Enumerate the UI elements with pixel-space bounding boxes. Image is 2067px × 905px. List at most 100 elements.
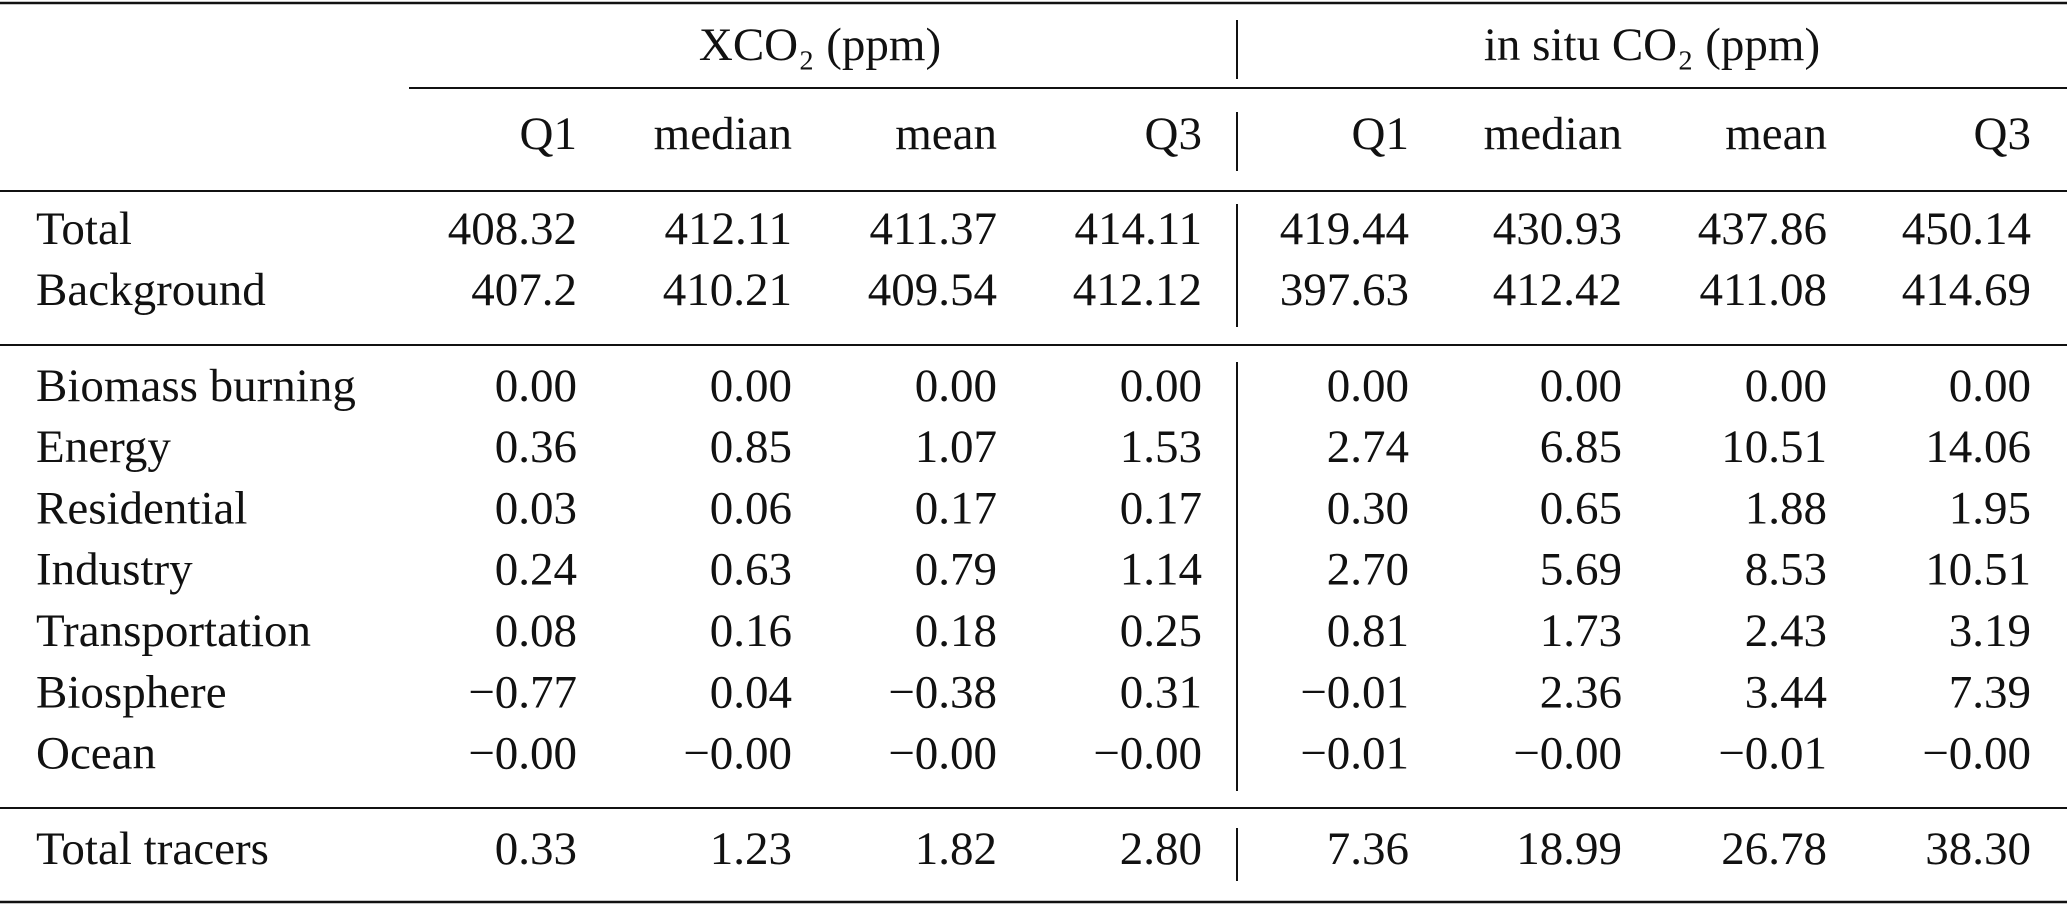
cell: 0.00 bbox=[495, 360, 577, 412]
cell: 0.63 bbox=[710, 544, 792, 596]
cell: 0.16 bbox=[710, 605, 792, 657]
column-header: mean bbox=[895, 108, 997, 160]
cell: 0.24 bbox=[495, 544, 577, 596]
cell: 412.12 bbox=[1073, 264, 1202, 316]
cell: 2.74 bbox=[1327, 421, 1409, 473]
cell: 437.86 bbox=[1698, 203, 1827, 255]
cell: 2.80 bbox=[1120, 823, 1202, 875]
row-label: Energy bbox=[36, 421, 171, 473]
cell: 0.25 bbox=[1120, 605, 1202, 657]
cell: 0.08 bbox=[495, 605, 577, 657]
cell: 414.11 bbox=[1074, 203, 1202, 255]
cell: −0.00 bbox=[1922, 728, 2031, 780]
cell: −0.38 bbox=[888, 666, 997, 718]
cell: 2.70 bbox=[1327, 544, 1409, 596]
cell: 18.99 bbox=[1516, 823, 1622, 875]
column-header: Q1 bbox=[520, 108, 577, 160]
cell: −0.00 bbox=[888, 728, 997, 780]
row-label: Residential bbox=[36, 482, 247, 534]
cell: 0.00 bbox=[915, 360, 997, 412]
cell: 0.31 bbox=[1120, 666, 1202, 718]
cell: 412.11 bbox=[664, 203, 792, 255]
row-label: Total tracers bbox=[36, 823, 269, 875]
cell: 0.33 bbox=[495, 823, 577, 875]
row-label: Biomass burning bbox=[36, 360, 356, 412]
cell: 1.88 bbox=[1745, 482, 1827, 534]
row-label: Background bbox=[36, 264, 266, 316]
cell: 419.44 bbox=[1280, 203, 1409, 255]
cell: 0.30 bbox=[1327, 482, 1409, 534]
cell: 408.32 bbox=[448, 203, 577, 255]
cell: 1.53 bbox=[1120, 421, 1202, 473]
cell: 26.78 bbox=[1721, 823, 1827, 875]
cell: 0.65 bbox=[1540, 482, 1622, 534]
cell: 5.69 bbox=[1540, 544, 1622, 596]
cell: 0.17 bbox=[915, 482, 997, 534]
cell: 7.39 bbox=[1949, 666, 2031, 718]
column-header: mean bbox=[1725, 108, 1827, 160]
cell: 0.17 bbox=[1120, 482, 1202, 534]
cell: 0.81 bbox=[1327, 605, 1409, 657]
cell: 2.43 bbox=[1745, 605, 1827, 657]
cell: 430.93 bbox=[1493, 203, 1622, 255]
cell: −0.00 bbox=[1093, 728, 1202, 780]
cell: 10.51 bbox=[1721, 421, 1827, 473]
cell: 411.08 bbox=[1699, 264, 1827, 316]
cell: 412.42 bbox=[1493, 264, 1622, 316]
cell: 0.85 bbox=[710, 421, 792, 473]
cell: −0.77 bbox=[468, 666, 577, 718]
cell: 410.21 bbox=[663, 264, 792, 316]
cell: 14.06 bbox=[1925, 421, 2031, 473]
cell: 0.04 bbox=[710, 666, 792, 718]
cell: 6.85 bbox=[1540, 421, 1622, 473]
cell: 7.36 bbox=[1327, 823, 1409, 875]
cell: 409.54 bbox=[868, 264, 997, 316]
row-label: Transportation bbox=[36, 605, 311, 657]
cell: −0.00 bbox=[1513, 728, 1622, 780]
cell: 1.07 bbox=[915, 421, 997, 473]
group-header: in situ CO₂ (ppm) bbox=[1484, 19, 1820, 71]
cell: 10.51 bbox=[1925, 544, 2031, 596]
cell: −0.01 bbox=[1300, 666, 1409, 718]
column-header: median bbox=[1484, 108, 1622, 160]
cell: 0.00 bbox=[1120, 360, 1202, 412]
cell: 1.14 bbox=[1120, 544, 1202, 596]
cell: 3.19 bbox=[1949, 605, 2031, 657]
cell: 0.00 bbox=[1745, 360, 1827, 412]
cell: −0.01 bbox=[1718, 728, 1827, 780]
cell: 450.14 bbox=[1902, 203, 2031, 255]
row-label: Industry bbox=[36, 544, 193, 596]
cell: 0.36 bbox=[495, 421, 577, 473]
cell: 8.53 bbox=[1745, 544, 1827, 596]
cell: 0.00 bbox=[1949, 360, 2031, 412]
cell: 0.00 bbox=[1540, 360, 1622, 412]
column-header: Q1 bbox=[1352, 108, 1409, 160]
row-label: Ocean bbox=[36, 728, 156, 780]
column-header: median bbox=[654, 108, 792, 160]
cell: 0.00 bbox=[710, 360, 792, 412]
cell: −0.01 bbox=[1300, 728, 1409, 780]
cell: 1.82 bbox=[915, 823, 997, 875]
cell: 0.03 bbox=[495, 482, 577, 534]
cell: 1.23 bbox=[710, 823, 792, 875]
cell: 414.69 bbox=[1902, 264, 2031, 316]
cell: 0.79 bbox=[915, 544, 997, 596]
column-header: Q3 bbox=[1145, 108, 1202, 160]
cell: 411.37 bbox=[869, 203, 997, 255]
cell: −0.00 bbox=[468, 728, 577, 780]
cell: 2.36 bbox=[1540, 666, 1622, 718]
cell: 0.06 bbox=[710, 482, 792, 534]
cell: 0.18 bbox=[915, 605, 997, 657]
cell: 3.44 bbox=[1745, 666, 1827, 718]
cell: 0.00 bbox=[1327, 360, 1409, 412]
group-header: XCO₂ (ppm) bbox=[699, 19, 941, 71]
cell: 407.2 bbox=[471, 264, 577, 316]
row-label: Biosphere bbox=[36, 666, 227, 718]
row-label: Total bbox=[36, 203, 132, 255]
cell: 38.30 bbox=[1925, 823, 2031, 875]
cell: 1.73 bbox=[1540, 605, 1622, 657]
cell: 1.95 bbox=[1949, 482, 2031, 534]
column-header: Q3 bbox=[1974, 108, 2031, 160]
cell: 397.63 bbox=[1280, 264, 1409, 316]
